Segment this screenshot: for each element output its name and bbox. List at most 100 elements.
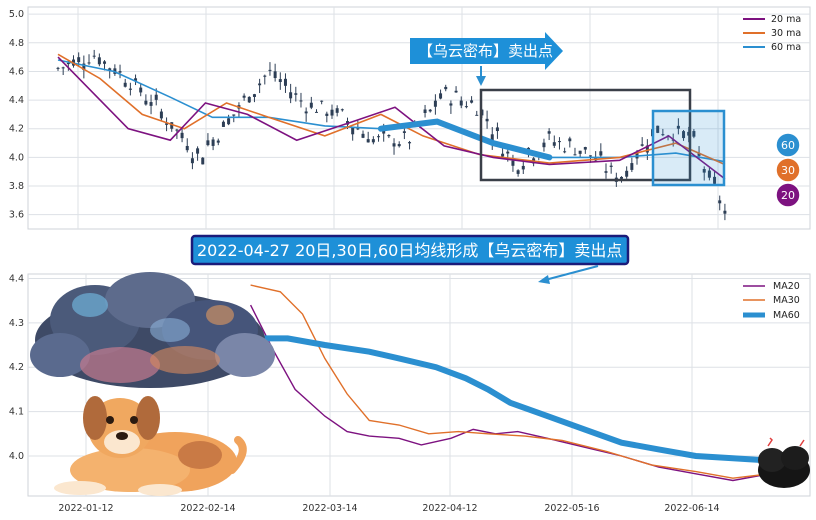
legend-label-20ma: 20 ma xyxy=(771,14,801,25)
top-ma60-highlight xyxy=(377,118,553,161)
pattern-box-dark xyxy=(479,88,692,182)
candle-body xyxy=(583,147,587,150)
candle-body xyxy=(361,133,365,138)
candle-body xyxy=(640,144,644,146)
candle-body xyxy=(56,67,60,69)
candle-body xyxy=(144,100,148,105)
candle-body xyxy=(475,114,479,116)
candle-body xyxy=(702,169,706,173)
top-panel: 5.0 4.8 4.6 4.4 4.2 4.0 3.8 3.6 【乌云密布】卖出点 20 ma… xyxy=(9,6,811,230)
candle-body xyxy=(304,111,308,114)
candle-body xyxy=(542,142,546,148)
candle-body xyxy=(723,210,727,214)
candle-body xyxy=(620,176,624,179)
candle-body xyxy=(175,129,179,131)
top-y-tick-label: 4.8 xyxy=(9,38,24,49)
candle-body xyxy=(356,128,360,130)
candle-body xyxy=(713,176,717,184)
candle-body xyxy=(185,145,189,151)
dog-illustration xyxy=(54,396,247,496)
candle-body xyxy=(123,82,127,87)
bottom-ma20-line xyxy=(249,304,771,482)
candle-body xyxy=(92,55,96,57)
candle-body xyxy=(103,61,107,64)
candle-body xyxy=(568,138,572,142)
candle-body xyxy=(206,140,210,146)
bottom-x-tick-label: 2022-02-14 xyxy=(180,503,235,514)
pattern-box-blue xyxy=(651,109,726,187)
top-y-tick-label: 3.6 xyxy=(9,210,24,221)
bottom-y-tick-label: 4.3 xyxy=(9,318,24,329)
candle-body xyxy=(454,90,458,93)
candle-body xyxy=(625,170,629,177)
candle-body xyxy=(521,165,525,170)
candle-body xyxy=(139,87,143,93)
candle-body xyxy=(718,200,722,204)
candle-body xyxy=(506,151,510,154)
candle-body xyxy=(330,109,334,116)
candle-body xyxy=(609,165,613,167)
annotation-pointer-head xyxy=(538,275,550,284)
legend-label-MA30: MA30 xyxy=(773,295,800,306)
candle-body xyxy=(588,155,592,157)
candle-body xyxy=(511,160,515,166)
candle-body xyxy=(289,92,293,99)
annotation-text: 2022-04-27 20日,30日,60日均线形成【乌云密布】卖出点 xyxy=(197,241,622,260)
bottom-x-tick-labels: 2022-01-12 2022-02-14 2022-03-14 2022-04-12… xyxy=(58,503,719,514)
candle-body xyxy=(495,127,499,132)
candle-body xyxy=(656,125,660,133)
top-y-tick-label: 5.0 xyxy=(9,9,24,20)
candle-body xyxy=(87,62,91,64)
candle-body xyxy=(351,127,355,135)
bottom-x-tick-label: 2022-06-14 xyxy=(664,503,719,514)
top-y-tick-labels: 5.0 4.8 4.6 4.4 4.2 4.0 3.8 3.6 xyxy=(9,9,24,221)
annotation-pointer-line xyxy=(544,265,599,281)
candle-body xyxy=(444,86,448,90)
candle-body xyxy=(252,94,256,97)
top-ma30-line xyxy=(57,53,726,166)
candle-body xyxy=(216,140,220,143)
candle-body xyxy=(227,118,231,125)
candle-body xyxy=(485,118,489,122)
candle-body xyxy=(278,79,282,82)
top-ma20-line xyxy=(57,56,726,180)
candle-body xyxy=(707,170,711,178)
ma-badges: 60 30 20 xyxy=(775,132,801,208)
candle-body xyxy=(108,68,112,71)
candle-body xyxy=(314,111,318,113)
candle-body xyxy=(221,121,225,127)
candle-body xyxy=(335,108,339,113)
candle-body xyxy=(325,113,329,116)
candle-body xyxy=(433,100,437,107)
candle-body xyxy=(687,131,691,136)
candle-body xyxy=(309,102,313,108)
candle-body xyxy=(439,93,443,99)
candle-body xyxy=(387,134,391,137)
bottom-legend: MA20 MA30 MA60 xyxy=(743,281,800,321)
bottom-y-tick-labels: 4.4 4.3 4.2 4.1 4.0 xyxy=(9,273,24,462)
legend-label-MA60: MA60 xyxy=(773,310,800,321)
candle-body xyxy=(470,100,474,103)
candle-body xyxy=(170,122,174,129)
badge-20-text: 20 xyxy=(781,189,795,202)
candle-body xyxy=(645,145,649,153)
crossover-annotation: 2022-04-27 20日,30日,60日均线形成【乌云密布】卖出点 xyxy=(190,234,630,284)
candle-body xyxy=(464,106,468,108)
candle-body xyxy=(578,150,582,154)
candle-body xyxy=(408,142,412,144)
badge-30-text: 30 xyxy=(781,164,795,177)
candle-body xyxy=(242,95,246,98)
callout-pointer-head xyxy=(476,76,486,86)
annotation-box xyxy=(190,234,630,266)
bottom-x-tick-label: 2022-01-12 xyxy=(58,503,113,514)
legend-label-30ma: 30 ma xyxy=(771,28,801,39)
candle-body xyxy=(552,142,556,146)
candle-body xyxy=(128,88,132,90)
top-y-tick-label: 4.2 xyxy=(9,124,24,135)
candle-body xyxy=(397,144,401,147)
candle-body xyxy=(66,62,70,65)
bottom-x-tick-label: 2022-04-12 xyxy=(422,503,477,514)
top-legend: 20 ma 30 ma 60 ma xyxy=(743,14,801,53)
candle-body xyxy=(232,114,236,116)
bottom-y-tick-label: 4.1 xyxy=(9,407,24,418)
